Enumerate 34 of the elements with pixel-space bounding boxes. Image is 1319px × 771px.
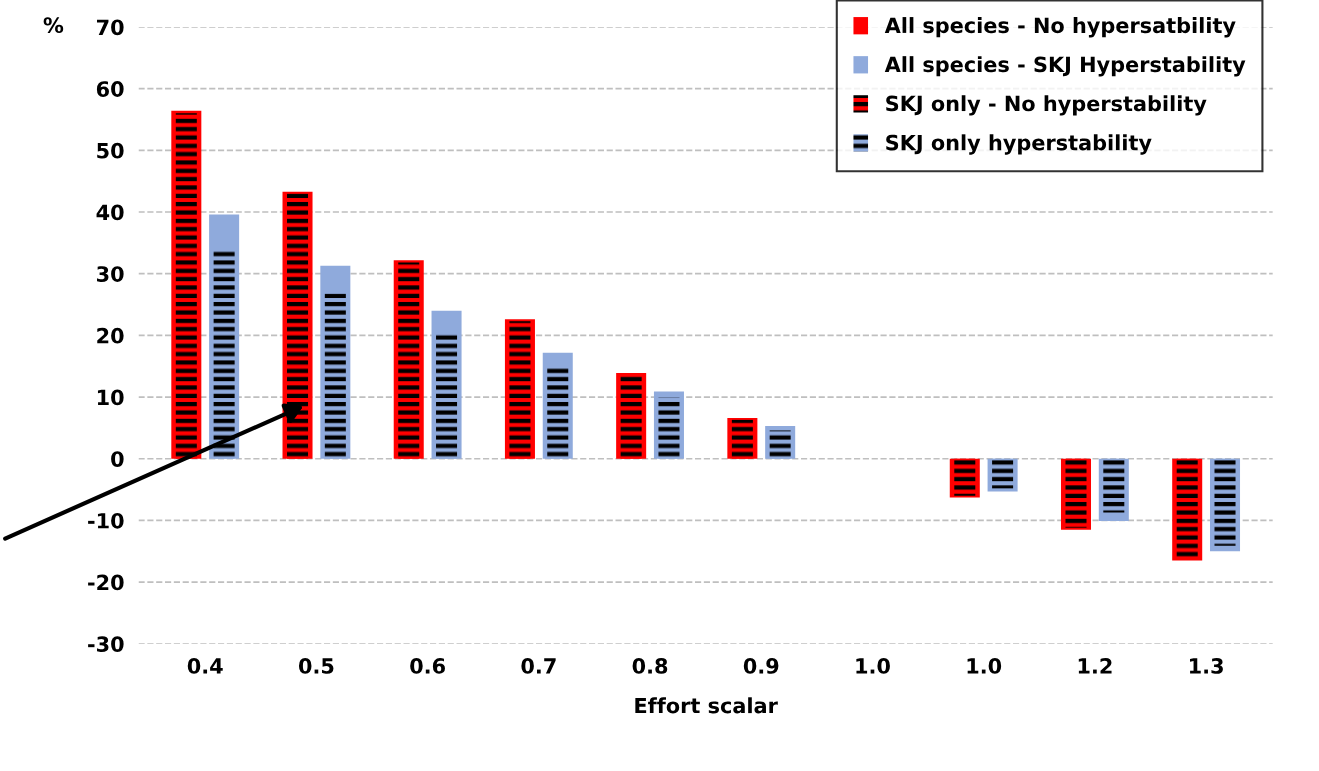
x-axis-title: Effort scalar [635, 697, 778, 714]
y-tick-label: -30 [88, 636, 124, 652]
y-tick-label: -20 [88, 574, 124, 591]
y-tick-label: -10 [88, 512, 124, 529]
bar [658, 397, 680, 459]
x-tick-label: 1.0 [856, 658, 890, 674]
x-tick-label: 0.4 [187, 658, 223, 674]
bar [547, 366, 569, 459]
y-tick-label: 10 [97, 389, 124, 406]
y-tick-label: 70 [97, 19, 124, 36]
x-tick-label: 0.9 [743, 658, 779, 674]
legend-label: All species - SKJ Hyperstability [884, 56, 1246, 77]
bar [324, 293, 346, 459]
y-tick-label: 30 [97, 266, 124, 282]
legend-label: SKJ only hyperstability [886, 134, 1152, 155]
bar [1214, 458, 1236, 546]
x-tick-label: 1.2 [1078, 658, 1112, 674]
y-tick-label: 20 [97, 327, 124, 344]
legend-label: All species - No hypersatbility [884, 17, 1236, 38]
x-tick-label: 0.6 [410, 658, 445, 674]
x-tick-label: 0.8 [632, 658, 668, 674]
y-tick-label: 60 [96, 81, 124, 97]
x-tick-label: 0.7 [521, 658, 556, 674]
x-tick-label: 1.3 [1190, 658, 1223, 674]
y-tick-label: 40 [96, 204, 124, 221]
x-tick-label: 1.0 [967, 658, 1002, 674]
y-tick-label: 50 [97, 142, 124, 159]
y-tick-label: 0 [111, 451, 124, 467]
x-tick-label: 0.5 [298, 658, 334, 674]
bar [213, 250, 235, 459]
bar [1103, 458, 1125, 513]
legend-label: SKJ only - No hyperstability [886, 95, 1207, 116]
bar [436, 332, 458, 459]
y-axis-title: % [43, 17, 64, 34]
